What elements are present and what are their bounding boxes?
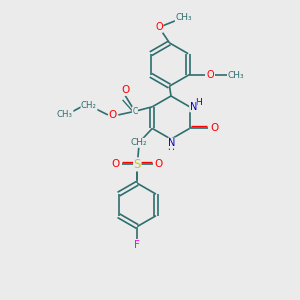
Text: O: O (155, 159, 163, 170)
Text: CH₂: CH₂ (130, 138, 147, 147)
Text: CH₃: CH₃ (228, 71, 244, 80)
Text: O: O (121, 85, 129, 95)
Text: O: O (207, 70, 214, 80)
Text: F: F (134, 239, 140, 250)
Text: CH₂: CH₂ (81, 101, 97, 110)
Text: N: N (168, 138, 175, 148)
Text: O: O (112, 159, 120, 170)
Text: H: H (195, 98, 202, 107)
Text: O: O (109, 110, 117, 120)
Text: S: S (134, 158, 141, 171)
Text: H: H (168, 143, 174, 152)
Text: N: N (190, 102, 197, 112)
Text: O: O (155, 22, 163, 32)
Text: CH₃: CH₃ (57, 110, 73, 119)
Text: CH₃: CH₃ (175, 13, 192, 22)
Text: C: C (132, 107, 137, 116)
Text: O: O (210, 123, 218, 134)
